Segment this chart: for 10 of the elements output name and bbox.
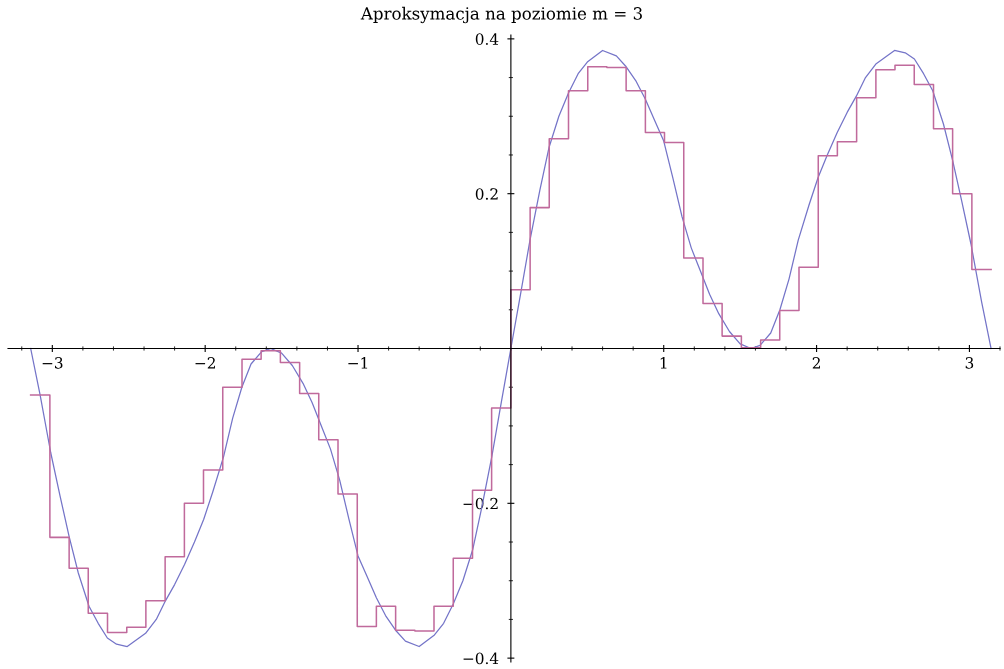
x-tick-label: −3	[42, 357, 63, 369]
x-tick-label: −2	[195, 357, 215, 369]
x-tick-label: 3	[965, 357, 974, 369]
y-tick-label: −0.4	[463, 652, 499, 665]
x-tick-label: 2	[812, 357, 820, 369]
y-tick-label: 0.4	[475, 33, 499, 45]
chart-title: Aproksymacja na poziomie m = 3	[360, 6, 642, 24]
y-tick-label: 0.2	[475, 188, 498, 200]
x-tick-label: −1	[348, 357, 368, 369]
x-tick-label: 1	[660, 357, 667, 369]
